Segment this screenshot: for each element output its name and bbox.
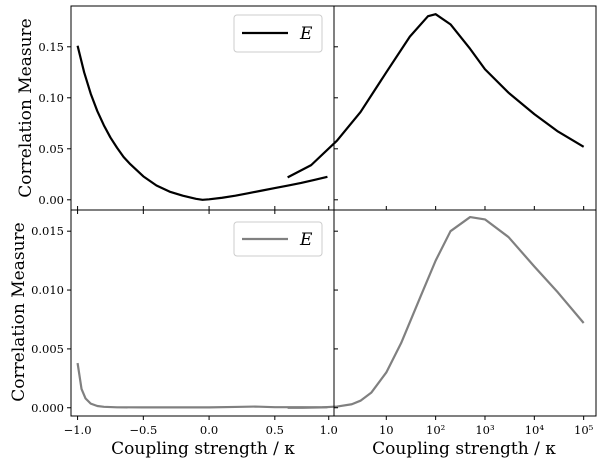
x-tick-label: 10 xyxy=(379,423,394,437)
legend-top-label: E xyxy=(299,24,313,44)
panel-frame-bottom-right xyxy=(333,209,597,417)
series-line-top-right xyxy=(287,13,585,179)
x-tick-label: 10³ xyxy=(475,423,495,437)
y-tick-label: 0.005 xyxy=(31,342,64,356)
series-line-bottom-left xyxy=(76,362,328,409)
y-axis-title-bottom: Correlation Measure xyxy=(9,222,29,401)
y-tick-label: 0.000 xyxy=(31,401,64,415)
x-tick-label: 1.0 xyxy=(320,423,338,437)
y-axis-title-top: Correlation Measure xyxy=(16,18,36,197)
y-tick-label: 0.00 xyxy=(38,193,64,207)
x-tick-label: 10² xyxy=(426,423,445,437)
legend-top: E xyxy=(233,14,323,53)
y-tick-label: 0.05 xyxy=(38,142,64,156)
y-tick-label: 0.10 xyxy=(38,91,64,105)
x-axis-title-right: Coupling strength / κ xyxy=(372,439,556,459)
legend-bottom: E xyxy=(233,221,323,257)
x-axis-title-left: Coupling strength / κ xyxy=(111,439,295,459)
y-tick-label: 0.015 xyxy=(31,224,64,238)
legend-bottom-label: E xyxy=(299,230,313,250)
x-tick-label: −0.5 xyxy=(129,423,157,437)
series-line-top-left xyxy=(76,45,328,201)
y-tick-label: 0.010 xyxy=(31,283,64,297)
panel-frame-top-right xyxy=(333,5,597,211)
series-line-bottom-right xyxy=(287,215,585,409)
x-tick-label: 10⁵ xyxy=(574,423,594,437)
x-tick-label: 0.5 xyxy=(266,423,284,437)
x-tick-label: 0.0 xyxy=(200,423,218,437)
x-tick-label: −1.0 xyxy=(64,423,92,437)
y-tick-label: 0.15 xyxy=(38,40,64,54)
x-tick-label: 10⁴ xyxy=(525,423,545,437)
